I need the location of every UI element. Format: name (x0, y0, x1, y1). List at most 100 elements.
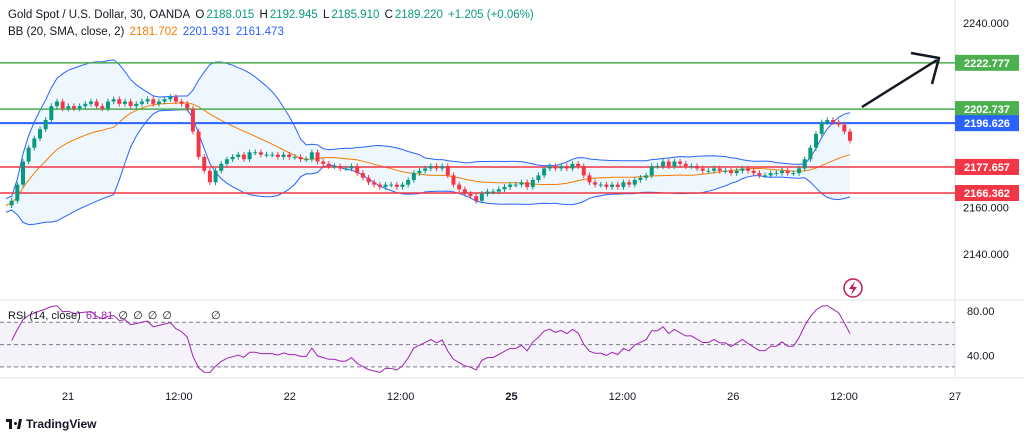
candle-body (264, 154, 269, 156)
candle-body (179, 101, 184, 104)
candle-body (258, 152, 263, 155)
trend-arrow-shaft (861, 58, 938, 109)
candle-body (593, 182, 598, 185)
low-label: L (322, 9, 330, 21)
candle-body (734, 170, 739, 174)
candle-body (60, 101, 65, 109)
rsi-tick-label: 80.00 (967, 306, 995, 318)
symbol-title[interactable]: Gold Spot / U.S. Dollar, 30, OANDA (8, 9, 191, 21)
candle-body (502, 186, 507, 190)
candle-body (638, 177, 643, 180)
rsi-extra: ∅ (118, 310, 128, 322)
candle-body (525, 182, 530, 187)
candle-body (287, 154, 292, 157)
candle-body (791, 173, 796, 175)
candle-body (717, 168, 722, 171)
candle-body (451, 175, 456, 185)
bb-legend: BB (20, SMA, close, 2) 2181.702 2201.931… (8, 25, 286, 39)
lightning-icon[interactable] (843, 278, 863, 298)
candle-body (9, 200, 14, 206)
main-legend: Gold Spot / U.S. Dollar, 30, OANDA O 2188… (8, 8, 536, 22)
bb-area (6, 59, 850, 225)
candle-body (746, 168, 751, 171)
candle-body (315, 152, 320, 162)
candle-body (825, 120, 830, 123)
candle-body (394, 184, 399, 187)
bb-label[interactable]: BB (20, SMA, close, 2) (8, 26, 125, 38)
candle-body (485, 191, 490, 194)
candle-body (683, 163, 688, 167)
candle-body (219, 163, 224, 171)
level-price-label: 2222.777 (964, 58, 1010, 70)
candle-body (275, 154, 280, 157)
rsi-pane: 80.00 40.00 (0, 305, 995, 373)
rsi-label[interactable]: RSI (14, close) (8, 310, 81, 322)
candle-body (559, 166, 564, 169)
candle-body (406, 180, 411, 185)
candle-body (207, 170, 212, 183)
candle-body (530, 180, 535, 187)
candle-body (417, 170, 422, 174)
low-value: 2185.910 (331, 9, 380, 21)
candle-body (94, 101, 99, 107)
candle-body (763, 175, 768, 177)
candle-body (134, 103, 139, 107)
candle-body (117, 99, 122, 104)
candle-body (372, 182, 377, 185)
candle-body (831, 120, 836, 123)
candle-body (281, 154, 286, 157)
candle-body (491, 191, 496, 193)
candle-body (241, 154, 246, 160)
bb-basis-value: 2181.702 (129, 26, 178, 38)
bollinger-band-fill (5, 59, 851, 226)
candle-body (695, 166, 700, 169)
candle-body (587, 175, 592, 183)
candle-body (627, 182, 632, 185)
candle-body (230, 156, 235, 160)
candle-body (836, 122, 841, 125)
candle-body (151, 99, 156, 104)
tradingview-logo-icon (6, 419, 22, 429)
candle-body (389, 184, 394, 186)
candle-body (26, 147, 31, 162)
time-tick-label: 12:00 (609, 391, 637, 403)
candle-body (49, 106, 54, 120)
time-tick-label: 12:00 (165, 391, 193, 403)
high-value: 2192.945 (269, 9, 318, 21)
candle-body (604, 184, 609, 187)
level-price-tag (955, 185, 1019, 202)
rsi-extra: ∅ (147, 310, 158, 322)
candle-body (77, 106, 82, 109)
candle-body (468, 193, 473, 197)
candle-body (672, 161, 677, 167)
rsi-extra: ∅ (162, 310, 172, 322)
candle-body (689, 166, 694, 168)
level-price-tag (955, 115, 1019, 132)
candle-body (479, 193, 484, 201)
tradingview-brand[interactable]: TradingView (6, 417, 96, 431)
candle-body (139, 101, 144, 104)
candle-body (83, 103, 88, 107)
price-tick-label: 2240.000 (963, 18, 1009, 30)
candle-body (700, 168, 705, 171)
candle-body (570, 163, 575, 169)
level-price-label: 2196.626 (964, 118, 1010, 130)
candle-body (496, 189, 501, 192)
candle-body (440, 166, 445, 169)
candle-body (15, 184, 20, 201)
bb-basis-line (5, 102, 851, 206)
level-price-tag (955, 101, 1019, 118)
level-price-label: 2166.362 (964, 188, 1010, 200)
candle-body (326, 163, 331, 167)
candle-body (122, 101, 127, 104)
candle-body (564, 166, 569, 169)
candle-body (757, 173, 762, 176)
candle-body (71, 106, 76, 109)
bb-upper-line (5, 59, 851, 199)
candle-body (712, 168, 717, 171)
candle-body (111, 99, 116, 102)
candle-body (632, 180, 637, 185)
candle-body (666, 161, 671, 167)
